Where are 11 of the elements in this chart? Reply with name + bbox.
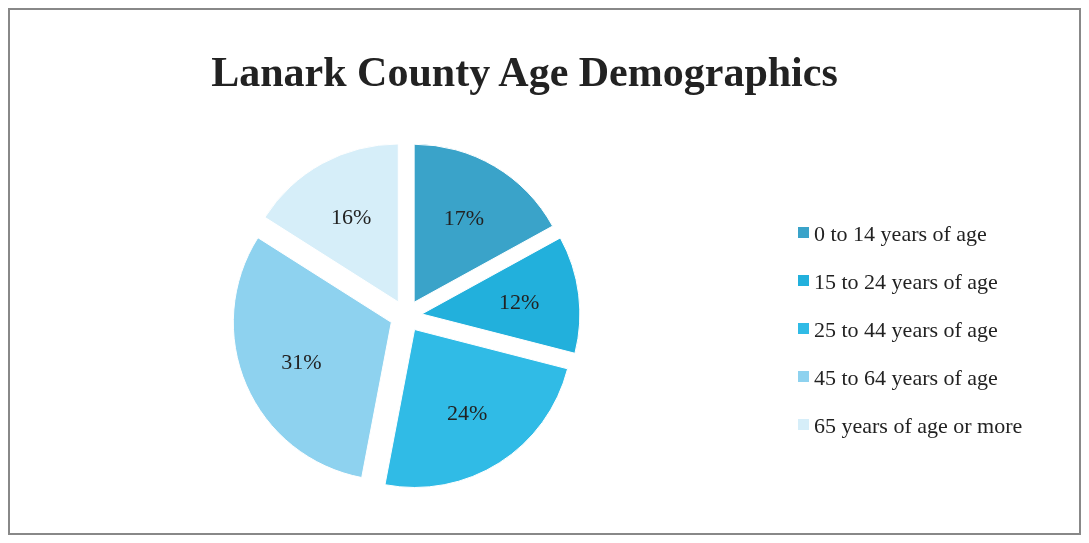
- legend-label: 45 to 64 years of age: [814, 364, 998, 390]
- data-label: 31%: [281, 348, 322, 374]
- data-label: 16%: [330, 203, 372, 229]
- legend-label: 0 to 14 years of age: [814, 220, 987, 246]
- legend-label: 15 to 24 years of age: [814, 268, 998, 294]
- chart-title: Lanark County Age Demographics: [211, 49, 838, 95]
- data-label: 12%: [498, 289, 540, 315]
- data-label: 17%: [443, 205, 485, 231]
- legend-label: 25 to 44 years of age: [814, 316, 998, 342]
- legend-label: 65 years of age or more: [814, 412, 1023, 438]
- data-label: 24%: [446, 399, 488, 425]
